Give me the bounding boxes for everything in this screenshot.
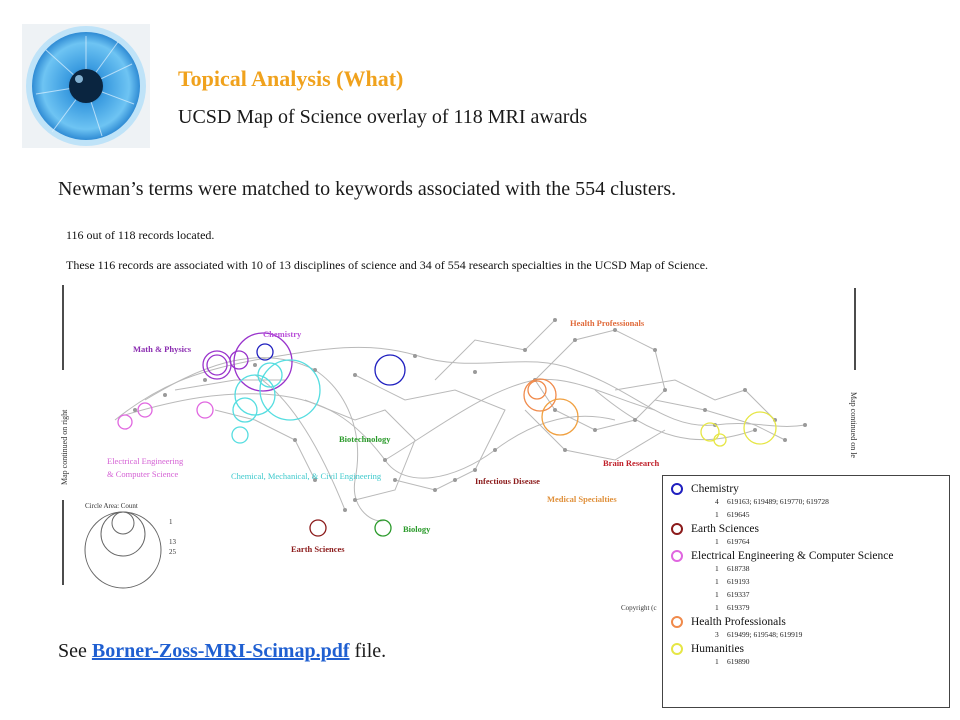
humanities-ring-icon [671, 643, 683, 655]
label-brain-research: Brain Research [603, 458, 660, 468]
legend-group-title: Electrical Engineering & Computer Scienc… [691, 550, 894, 562]
circle-area-title: Circle Area: Count [85, 502, 138, 510]
legend-group-title: Chemistry [691, 483, 739, 495]
label-math-physics: Math & Physics [133, 344, 192, 354]
legend-group-eecs: Electrical Engineering & Computer Scienc… [671, 550, 943, 614]
legend-row: 1 619379 [715, 603, 750, 612]
copyright-text: Copyright (c [621, 604, 657, 612]
label-chem-mech-civil: Chemical, Mechanical, & Civil Engineerin… [231, 471, 382, 481]
overlay-circles [117, 332, 777, 537]
circle-area-value-25: 25 [169, 548, 177, 556]
legend-group-title: Humanities [691, 643, 745, 655]
label-chemistry: Chemistry [263, 329, 302, 339]
legend-row: 1 619764 [715, 537, 750, 546]
label-biotechnology: Biotechnology [339, 434, 391, 444]
legend-row: 1 619645 [715, 510, 750, 519]
science-map: Map continued on right Map continued on … [60, 285, 858, 612]
chemistry-ring-icon [671, 483, 683, 495]
legend-group-chemistry: Chemistry 4 619163; 619489; 619770; 61972… [671, 483, 943, 521]
map-continued-left-label: Map continued on right [60, 409, 69, 485]
legend-row: 1 619193 [715, 577, 750, 586]
eecs-ring-icon [671, 550, 683, 562]
legend-row: 3 619499; 619548; 619919 [715, 630, 803, 639]
label-earth-sciences: Earth Sciences [291, 544, 345, 554]
intro-text: Newman’s terms were matched to keywords … [58, 178, 677, 200]
label-medical-specialties: Medical Specialties [547, 494, 617, 504]
see-prefix: See [58, 640, 92, 662]
label-biology: Biology [403, 524, 431, 534]
circle-area-value-13: 13 [169, 538, 177, 546]
earth-sciences-ring-icon [671, 523, 683, 535]
legend-row: 1 618738 [715, 564, 750, 573]
label-health-professionals: Health Professionals [570, 318, 645, 328]
legend-group-humanities: Humanities 1 619890 [671, 643, 943, 668]
health-professionals-ring-icon [671, 616, 683, 628]
file-link[interactable]: Borner-Zoss-MRI-Scimap.pdf [91, 640, 350, 662]
records-located-text: 116 out of 118 records located. [66, 228, 215, 242]
label-eecs-line1: Electrical Engineering [107, 456, 184, 466]
records-associated-text: These 116 records are associated with 10… [66, 258, 709, 272]
map-nodes [133, 318, 807, 512]
legend-group-health-professionals: Health Professionals 3 619499; 619548; 61… [671, 616, 943, 641]
legend-row: 1 619890 [715, 657, 750, 666]
legend-row: 4 619163; 619489; 619770; 619728 [715, 497, 829, 506]
circle-area-legend: Circle Area: Count 1 13 25 [84, 502, 177, 589]
see-suffix: file. [349, 640, 387, 662]
map-continued-right-label: Map continued on le [849, 392, 858, 458]
label-eecs-line2: & Computer Science [107, 469, 179, 479]
slide-subtitle: UCSD Map of Science overlay of 118 MRI a… [178, 106, 588, 128]
discipline-legend: Chemistry 4 619163; 619489; 619770; 61972… [662, 475, 950, 708]
legend-group-earth-sciences: Earth Sciences 1 619764 [671, 523, 943, 548]
legend-row: 1 619337 [715, 590, 750, 599]
legend-group-title: Earth Sciences [691, 523, 760, 535]
legend-group-title: Health Professionals [691, 616, 786, 628]
slide-title: Topical Analysis (What) [178, 66, 404, 91]
label-infectious-disease: Infectious Disease [475, 476, 540, 486]
circle-area-value-1: 1 [169, 518, 173, 526]
eye-logo-icon [22, 24, 150, 148]
see-file-line: See Borner-Zoss-MRI-Scimap.pdf file. [58, 640, 386, 663]
